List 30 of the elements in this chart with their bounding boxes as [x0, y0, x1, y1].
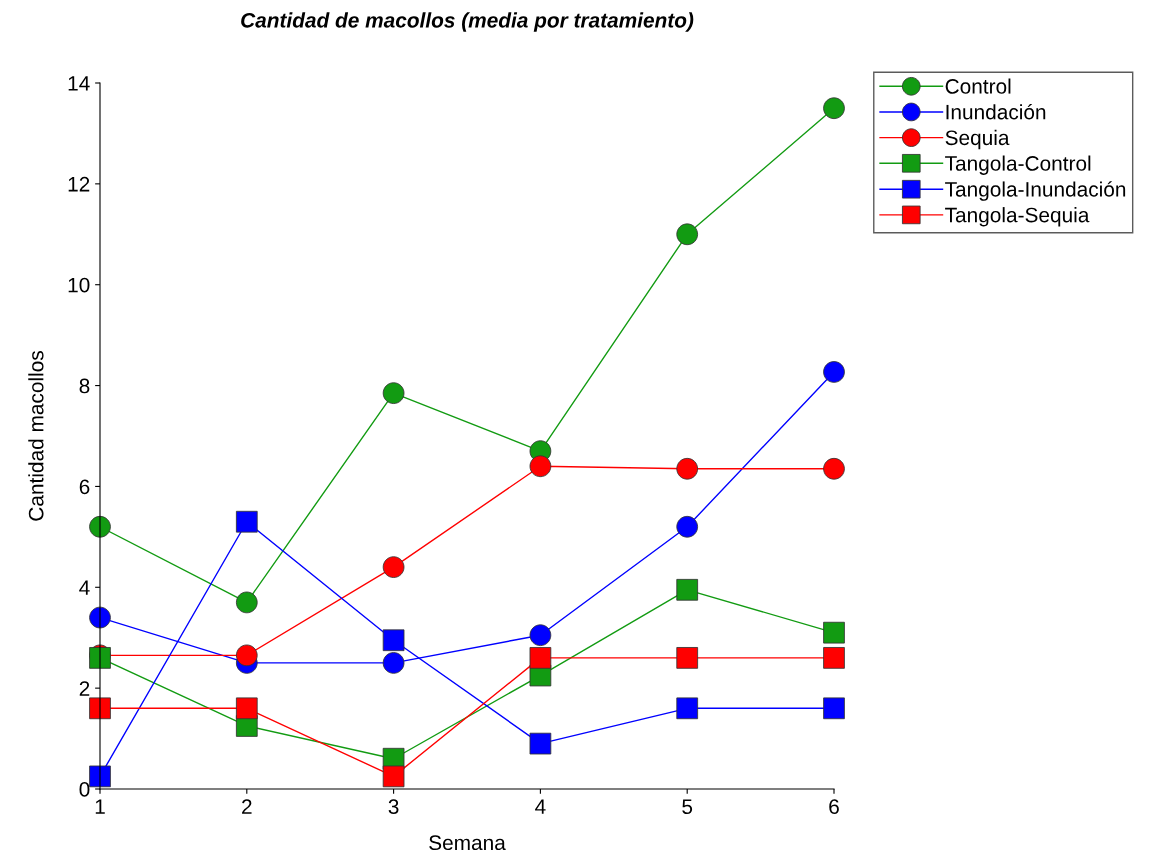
legend-label: Tangola-Inundación [945, 181, 1126, 201]
legend-label: Tangola-Sequia [945, 207, 1090, 227]
x-tick-label: 2 [242, 799, 252, 814]
y-tick-label: 6 [79, 479, 90, 495]
x-tick-label: 4 [535, 799, 546, 814]
point [382, 629, 405, 652]
y-tick-label: 8 [79, 378, 90, 394]
x-tick-label: 3 [388, 799, 399, 815]
legend-label: Control [945, 78, 1011, 94]
point [823, 697, 845, 720]
legend-label: Tangola-Control [945, 155, 1091, 175]
chart-title: Cantidad de macollos (media por tratamiento) [241, 12, 694, 32]
y-tick-label: 10 [68, 277, 90, 293]
y-tick-label: 12 [68, 176, 90, 192]
point [823, 621, 845, 644]
y-tick-label: 0 [79, 782, 90, 797]
point [529, 455, 552, 478]
point [382, 765, 405, 788]
legend-label: Inundación [946, 103, 1046, 120]
point [823, 647, 845, 669]
legend-label: Sequia [945, 129, 1010, 150]
point [676, 697, 699, 720]
x-tick-label: 6 [829, 799, 839, 815]
y-tick-label: 14 [68, 76, 90, 91]
y-tick-label: 4 [79, 580, 90, 595]
y-tick-label: 2 [79, 681, 90, 696]
x-axis-title: Semana [429, 835, 506, 851]
x-tick-label: 5 [682, 799, 693, 815]
x-tick-label: 1 [95, 799, 105, 814]
y-axis-title: Cantidad macollos [28, 351, 44, 521]
